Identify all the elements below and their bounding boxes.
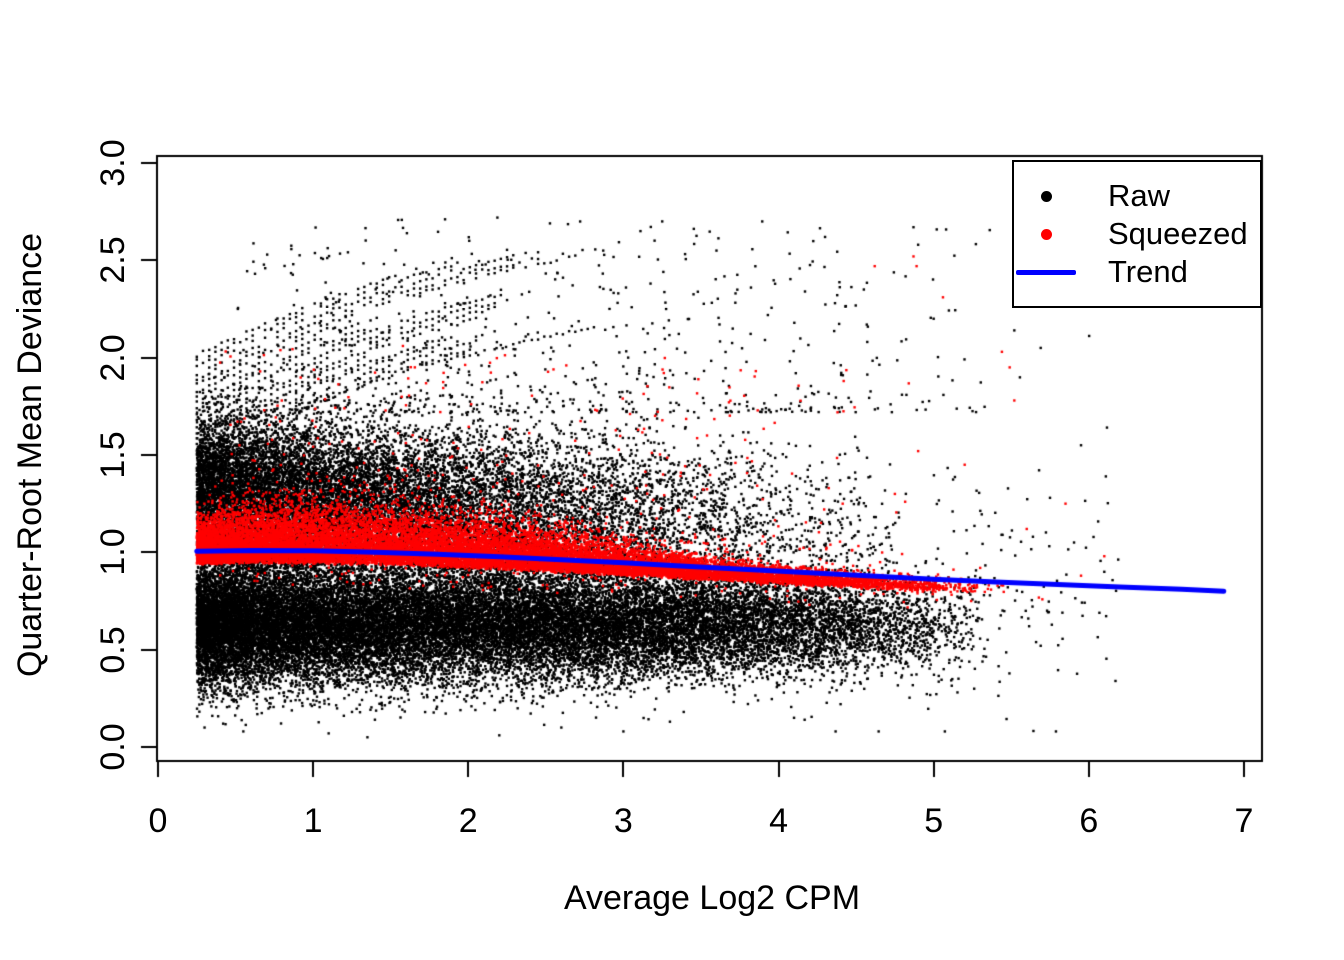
- x-tick-label: 0: [148, 802, 168, 840]
- legend-label-squeezed: Squeezed: [1108, 216, 1248, 251]
- x-tick-label: 6: [1079, 802, 1099, 840]
- y-axis-title: Quarter-Root Mean Deviance: [11, 232, 49, 678]
- x-axis-title: Average Log2 CPM: [563, 879, 861, 917]
- y-tick-label: 2.0: [94, 334, 132, 382]
- y-tick-label: 2.5: [94, 236, 132, 284]
- y-tick-label: 0.0: [94, 723, 132, 771]
- x-tick-label: 5: [924, 802, 944, 840]
- legend-row-squeezed: Squeezed: [1014, 215, 1260, 253]
- legend-label-raw: Raw: [1108, 178, 1171, 213]
- legend: Raw Squeezed Trend: [1012, 160, 1262, 308]
- x-tick-label: 1: [303, 802, 323, 840]
- x-tick-label: 7: [1234, 802, 1254, 840]
- legend-row-raw: Raw: [1014, 177, 1260, 215]
- legend-label-trend: Trend: [1108, 254, 1188, 289]
- x-tick-label: 2: [458, 802, 478, 840]
- squeezed-point-icon: [1014, 215, 1078, 253]
- trend-line-icon: [1014, 253, 1078, 291]
- raw-point-icon: [1014, 177, 1078, 215]
- legend-row-trend: Trend: [1014, 253, 1260, 291]
- x-tick-label: 4: [769, 802, 788, 840]
- y-tick-label: 1.0: [94, 528, 132, 576]
- y-tick-label: 0.5: [94, 626, 132, 674]
- x-tick-label: 3: [613, 802, 633, 840]
- y-tick-label: 3.0: [94, 139, 132, 187]
- y-tick-label: 1.5: [94, 431, 132, 479]
